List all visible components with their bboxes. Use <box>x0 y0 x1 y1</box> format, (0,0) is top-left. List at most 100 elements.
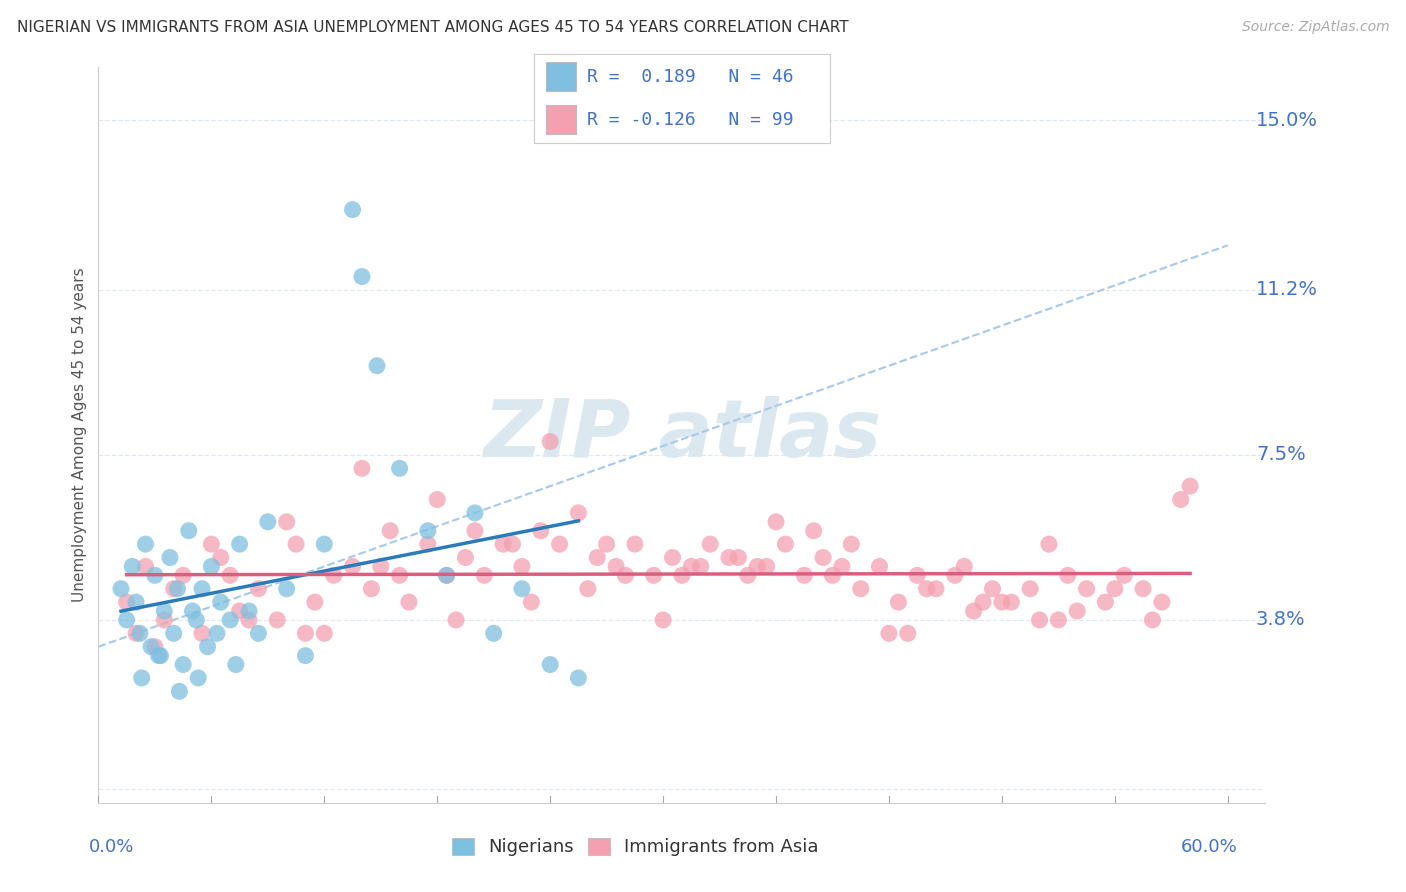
Point <box>219 568 242 582</box>
Point <box>1150 595 1173 609</box>
Point <box>187 671 209 685</box>
Text: 11.2%: 11.2% <box>1256 280 1317 300</box>
Text: 3.8%: 3.8% <box>1256 610 1306 630</box>
Point <box>191 626 214 640</box>
Point <box>125 626 148 640</box>
Point <box>163 626 186 640</box>
Point <box>877 626 900 640</box>
Point <box>1178 479 1201 493</box>
Point <box>681 559 703 574</box>
Point <box>925 582 948 596</box>
Point <box>121 559 143 574</box>
Point <box>737 568 759 582</box>
Point <box>350 461 373 475</box>
Point <box>803 524 825 538</box>
Point <box>755 559 778 574</box>
Point <box>115 595 138 609</box>
Point <box>567 506 589 520</box>
Point <box>228 537 250 551</box>
Point <box>134 537 156 551</box>
Point <box>209 595 232 609</box>
Point <box>1066 604 1088 618</box>
Text: R =  0.189   N = 46: R = 0.189 N = 46 <box>588 68 794 86</box>
Point <box>915 582 938 596</box>
Point <box>159 550 181 565</box>
Point <box>366 359 388 373</box>
Point <box>605 559 627 574</box>
Point <box>444 613 467 627</box>
Point <box>520 595 543 609</box>
Point <box>595 537 617 551</box>
Bar <box>546 105 575 134</box>
Point <box>314 626 336 640</box>
Point <box>689 559 711 574</box>
Point <box>266 613 288 627</box>
Point <box>205 626 228 640</box>
Point <box>1028 613 1050 627</box>
Point <box>849 582 872 596</box>
Text: 0.0%: 0.0% <box>89 838 135 856</box>
Point <box>247 582 270 596</box>
Point <box>747 559 769 574</box>
Legend: Nigerians, Immigrants from Asia: Nigerians, Immigrants from Asia <box>444 830 825 863</box>
Point <box>139 640 162 654</box>
Point <box>416 537 439 551</box>
Point <box>472 568 495 582</box>
Point <box>671 568 693 582</box>
Point <box>727 550 749 565</box>
Point <box>991 595 1014 609</box>
Point <box>225 657 247 672</box>
Point <box>1047 613 1070 627</box>
Point <box>131 671 153 685</box>
Point <box>962 604 984 618</box>
Point <box>350 269 373 284</box>
Point <box>510 559 533 574</box>
Point <box>177 524 200 538</box>
Point <box>304 595 326 609</box>
Point <box>624 537 647 551</box>
Point <box>388 568 411 582</box>
Text: 7.5%: 7.5% <box>1256 445 1306 465</box>
Point <box>143 568 166 582</box>
Point <box>538 657 561 672</box>
Point <box>831 559 853 574</box>
Point <box>1056 568 1078 582</box>
Point <box>839 537 862 551</box>
Point <box>436 568 458 582</box>
Point <box>256 515 278 529</box>
Point <box>110 582 132 596</box>
Point <box>294 648 316 663</box>
Point <box>247 626 270 640</box>
Point <box>169 684 191 698</box>
Point <box>586 550 609 565</box>
Point <box>953 559 976 574</box>
Point <box>276 515 298 529</box>
Point <box>652 613 675 627</box>
Point <box>717 550 740 565</box>
Point <box>163 582 186 596</box>
Point <box>398 595 420 609</box>
Text: NIGERIAN VS IMMIGRANTS FROM ASIA UNEMPLOYMENT AMONG AGES 45 TO 54 YEARS CORRELAT: NIGERIAN VS IMMIGRANTS FROM ASIA UNEMPLO… <box>17 20 848 35</box>
Point <box>342 559 364 574</box>
Point <box>943 568 966 582</box>
Point <box>125 595 148 609</box>
Point <box>238 613 260 627</box>
Point <box>197 640 219 654</box>
Point <box>1142 613 1164 627</box>
Point <box>128 626 150 640</box>
Point <box>1132 582 1154 596</box>
Point <box>869 559 891 574</box>
Point <box>492 537 515 551</box>
Point <box>699 537 721 551</box>
Point <box>436 568 458 582</box>
Text: Source: ZipAtlas.com: Source: ZipAtlas.com <box>1241 20 1389 34</box>
Point <box>238 604 260 618</box>
Point <box>464 506 486 520</box>
Point <box>1038 537 1060 551</box>
Point <box>172 568 194 582</box>
Point <box>897 626 920 640</box>
Point <box>360 582 382 596</box>
Point <box>1094 595 1116 609</box>
Point <box>388 461 411 475</box>
Point <box>416 524 439 538</box>
